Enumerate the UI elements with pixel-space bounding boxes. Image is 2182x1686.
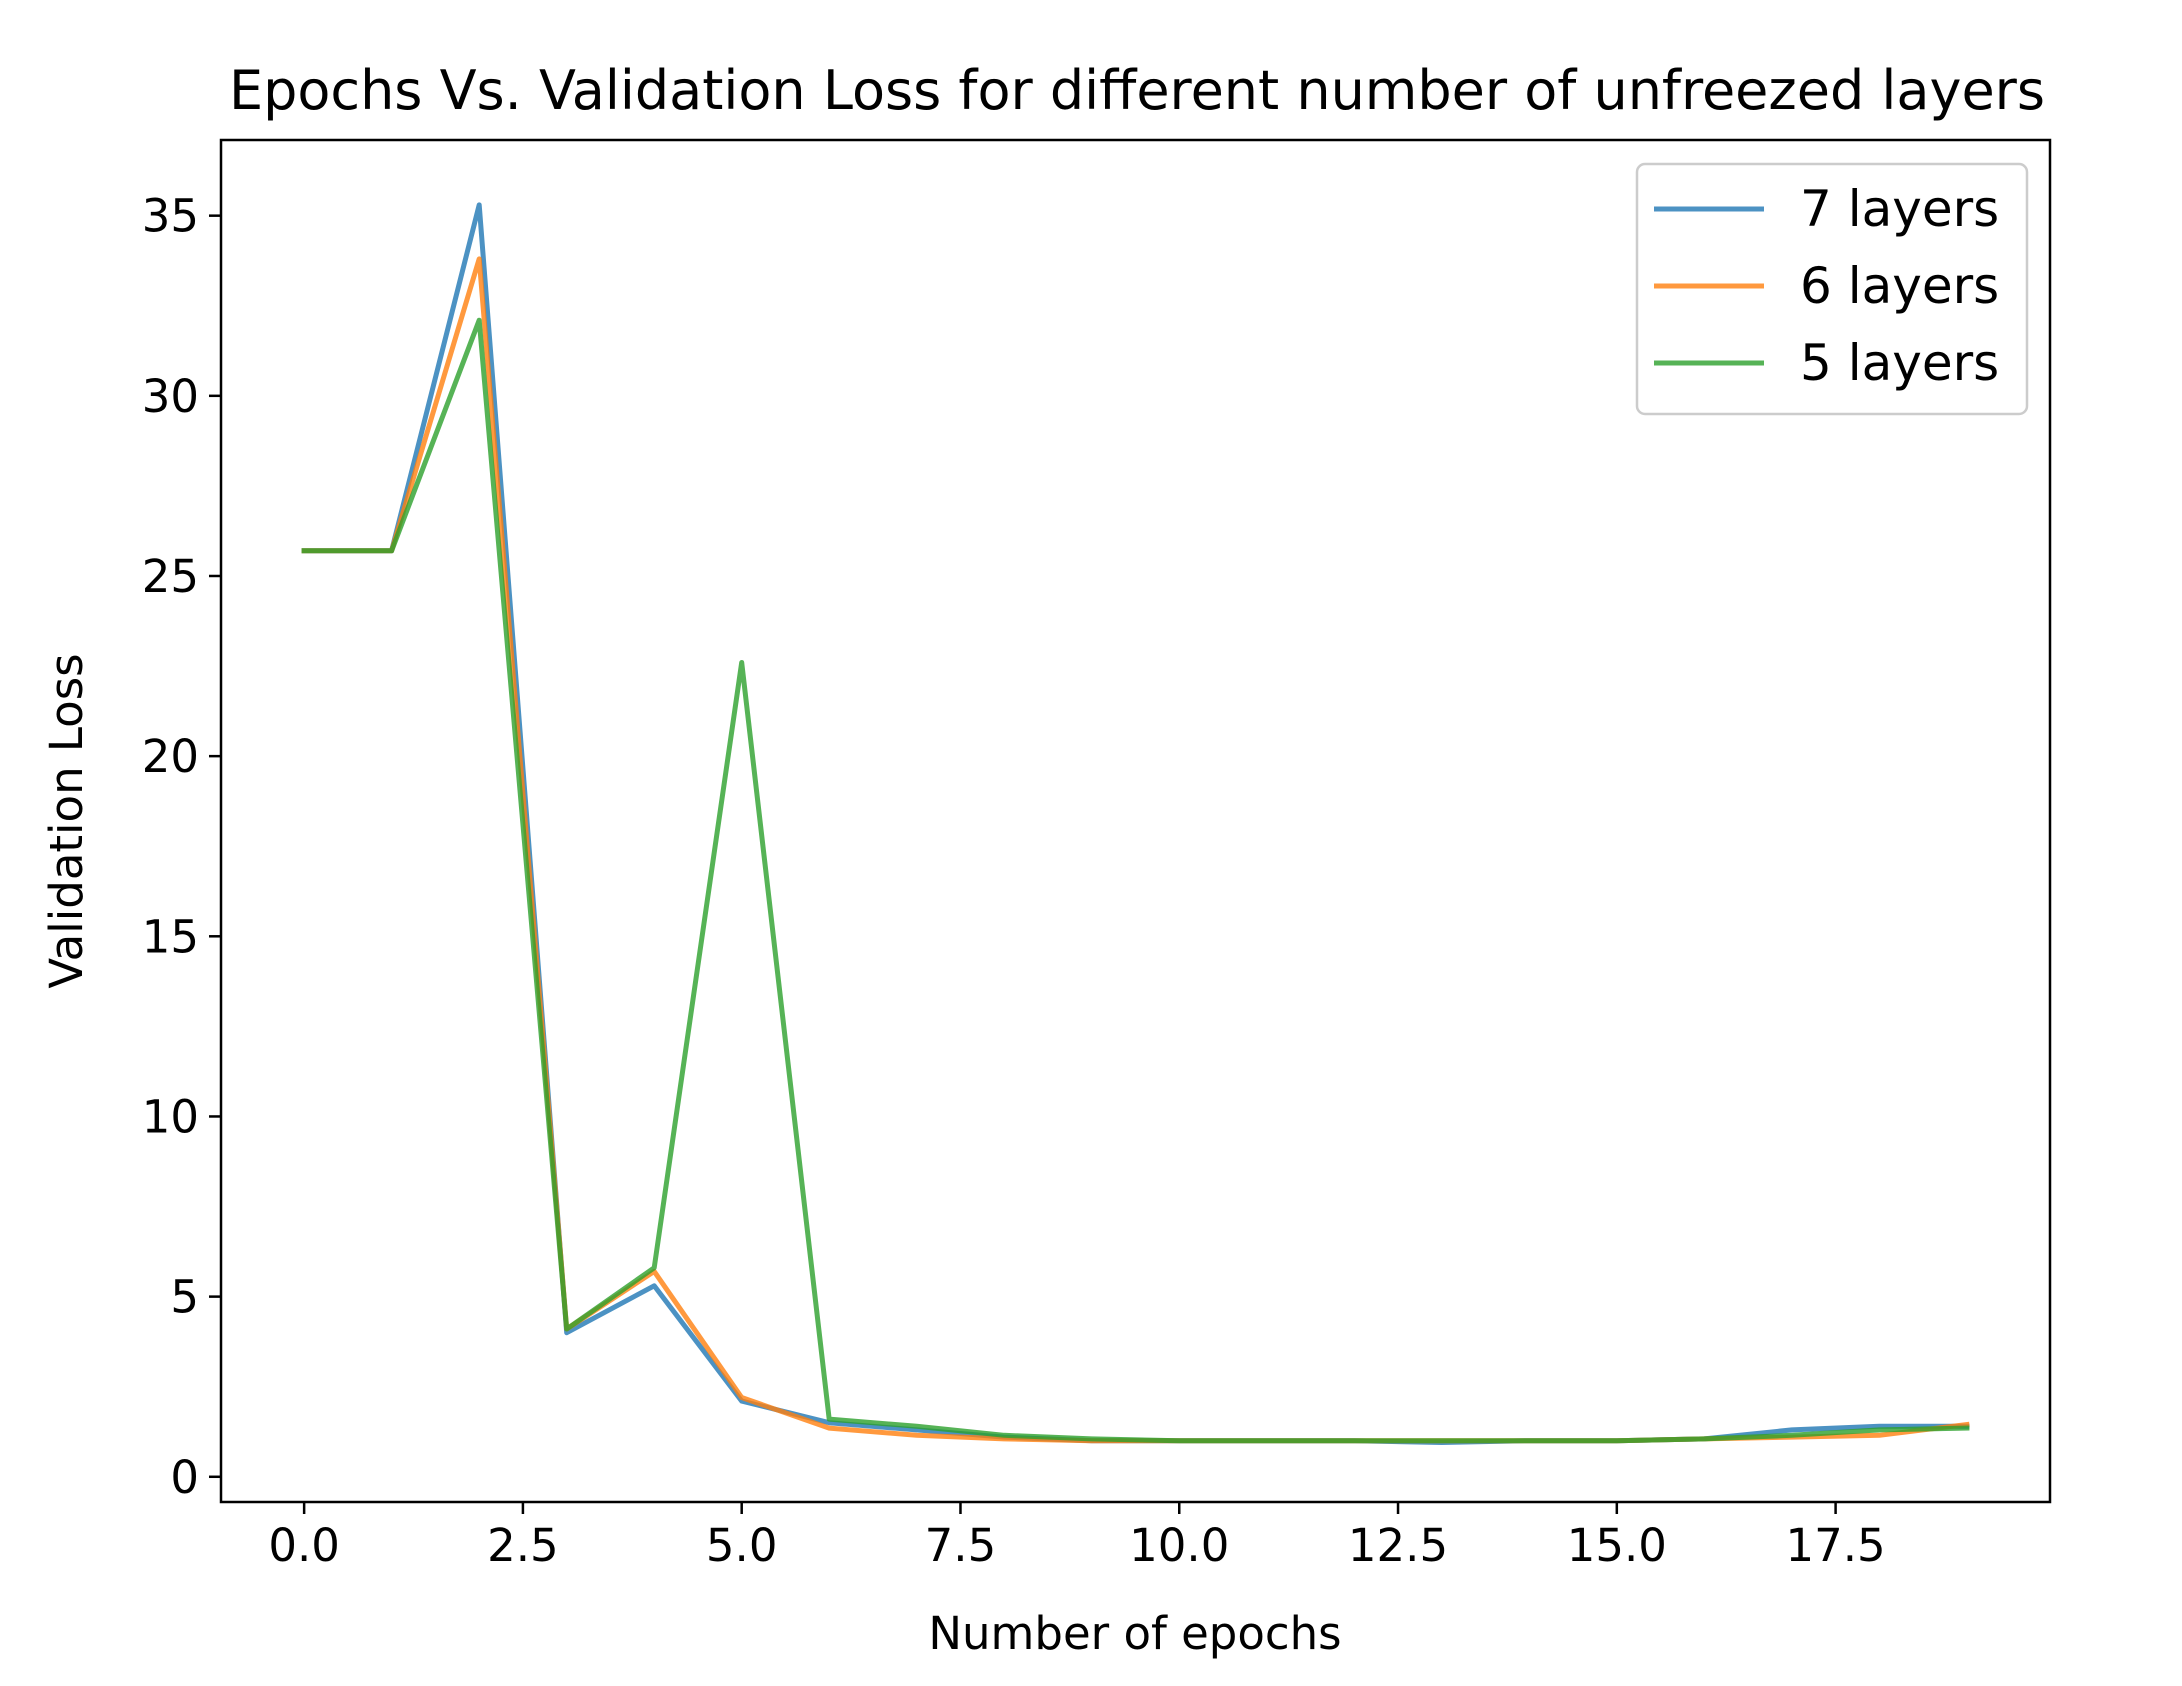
y-tick-label: 35 bbox=[142, 190, 199, 243]
y-tick-label: 0 bbox=[170, 1451, 199, 1504]
x-tick-label: 7.5 bbox=[925, 1519, 997, 1572]
x-tick-label: 15.0 bbox=[1567, 1519, 1667, 1572]
x-axis-label: Number of epochs bbox=[928, 1607, 1341, 1660]
x-tick-label: 12.5 bbox=[1348, 1519, 1448, 1572]
y-tick-label: 20 bbox=[142, 730, 199, 783]
y-axis: 0 5 10 15 20 25 30 35 bbox=[142, 190, 221, 1504]
legend-label-5-layers: 5 layers bbox=[1800, 334, 1999, 392]
x-tick-label: 10.0 bbox=[1129, 1519, 1229, 1572]
legend-label-7-layers: 7 layers bbox=[1800, 180, 1999, 238]
y-tick-label: 5 bbox=[170, 1271, 199, 1324]
legend-box bbox=[1635, 162, 2029, 416]
plot-frame bbox=[219, 138, 2052, 1504]
series-line-5-layers bbox=[301, 317, 1970, 1444]
legend-label-6-layers: 6 layers bbox=[1800, 257, 1999, 315]
x-tick-label: 5.0 bbox=[706, 1519, 778, 1572]
y-tick-label: 30 bbox=[142, 370, 199, 423]
legend: 7 layers 6 layers 5 layers bbox=[1635, 162, 2029, 416]
x-axis: 0.0 2.5 5.0 7.5 10.0 12.5 15.0 17.5 bbox=[268, 1502, 1886, 1572]
y-tick-label: 15 bbox=[142, 910, 199, 963]
y-axis-label: Validation Loss bbox=[40, 653, 93, 988]
x-tick-label: 17.5 bbox=[1785, 1519, 1885, 1572]
x-tick-label: 0.0 bbox=[268, 1519, 340, 1572]
y-tick-label: 10 bbox=[142, 1090, 199, 1143]
series-layer bbox=[301, 202, 1970, 1445]
chart-title: Epochs Vs. Validation Loss for different… bbox=[229, 59, 2045, 122]
x-tick-label: 2.5 bbox=[487, 1519, 559, 1572]
y-tick-label: 25 bbox=[142, 550, 199, 603]
